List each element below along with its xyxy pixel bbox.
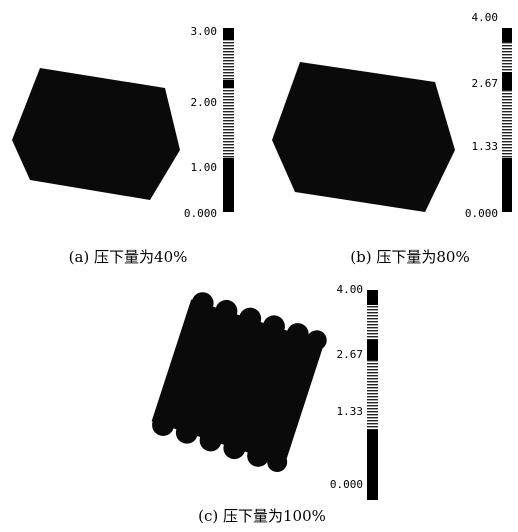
scale-label: 3.00	[191, 25, 218, 38]
scale-label: 2.00	[191, 96, 218, 109]
caption: (b) 压下量为80%	[350, 248, 469, 266]
scale-label: 4.00	[337, 283, 364, 296]
specimen-shape	[148, 289, 329, 476]
specimen-shape	[272, 62, 455, 212]
figure: 3.00 2.00 1.00 0.000 (a) 压下量为40% 4.00 2.…	[0, 0, 518, 528]
colorbar	[367, 290, 378, 500]
scale-label: 1.00	[191, 161, 218, 174]
panel-a: 3.00 2.00 1.00 0.000 (a) 压下量为40%	[12, 25, 234, 266]
scale-label: 1.33	[337, 405, 364, 418]
specimen-shape	[12, 68, 180, 200]
scale-label: 0.000	[330, 478, 363, 491]
panel-c: 4.00 2.67 1.33 0.000 (c) 压下量为100%	[148, 283, 378, 525]
scale-label: 2.67	[472, 77, 499, 90]
caption: (a) 压下量为40%	[69, 248, 188, 266]
panel-b: 4.00 2.67 1.33 0.000 (b) 压下量为80%	[272, 11, 512, 266]
colorbar	[502, 28, 512, 212]
colorbar	[223, 28, 234, 212]
scale-label: 2.67	[337, 348, 364, 361]
scale-label: 0.000	[184, 207, 217, 220]
scale-label: 0.000	[465, 207, 498, 220]
caption: (c) 压下量为100%	[198, 507, 326, 525]
scale-label: 1.33	[472, 140, 499, 153]
scale-label: 4.00	[472, 11, 499, 24]
